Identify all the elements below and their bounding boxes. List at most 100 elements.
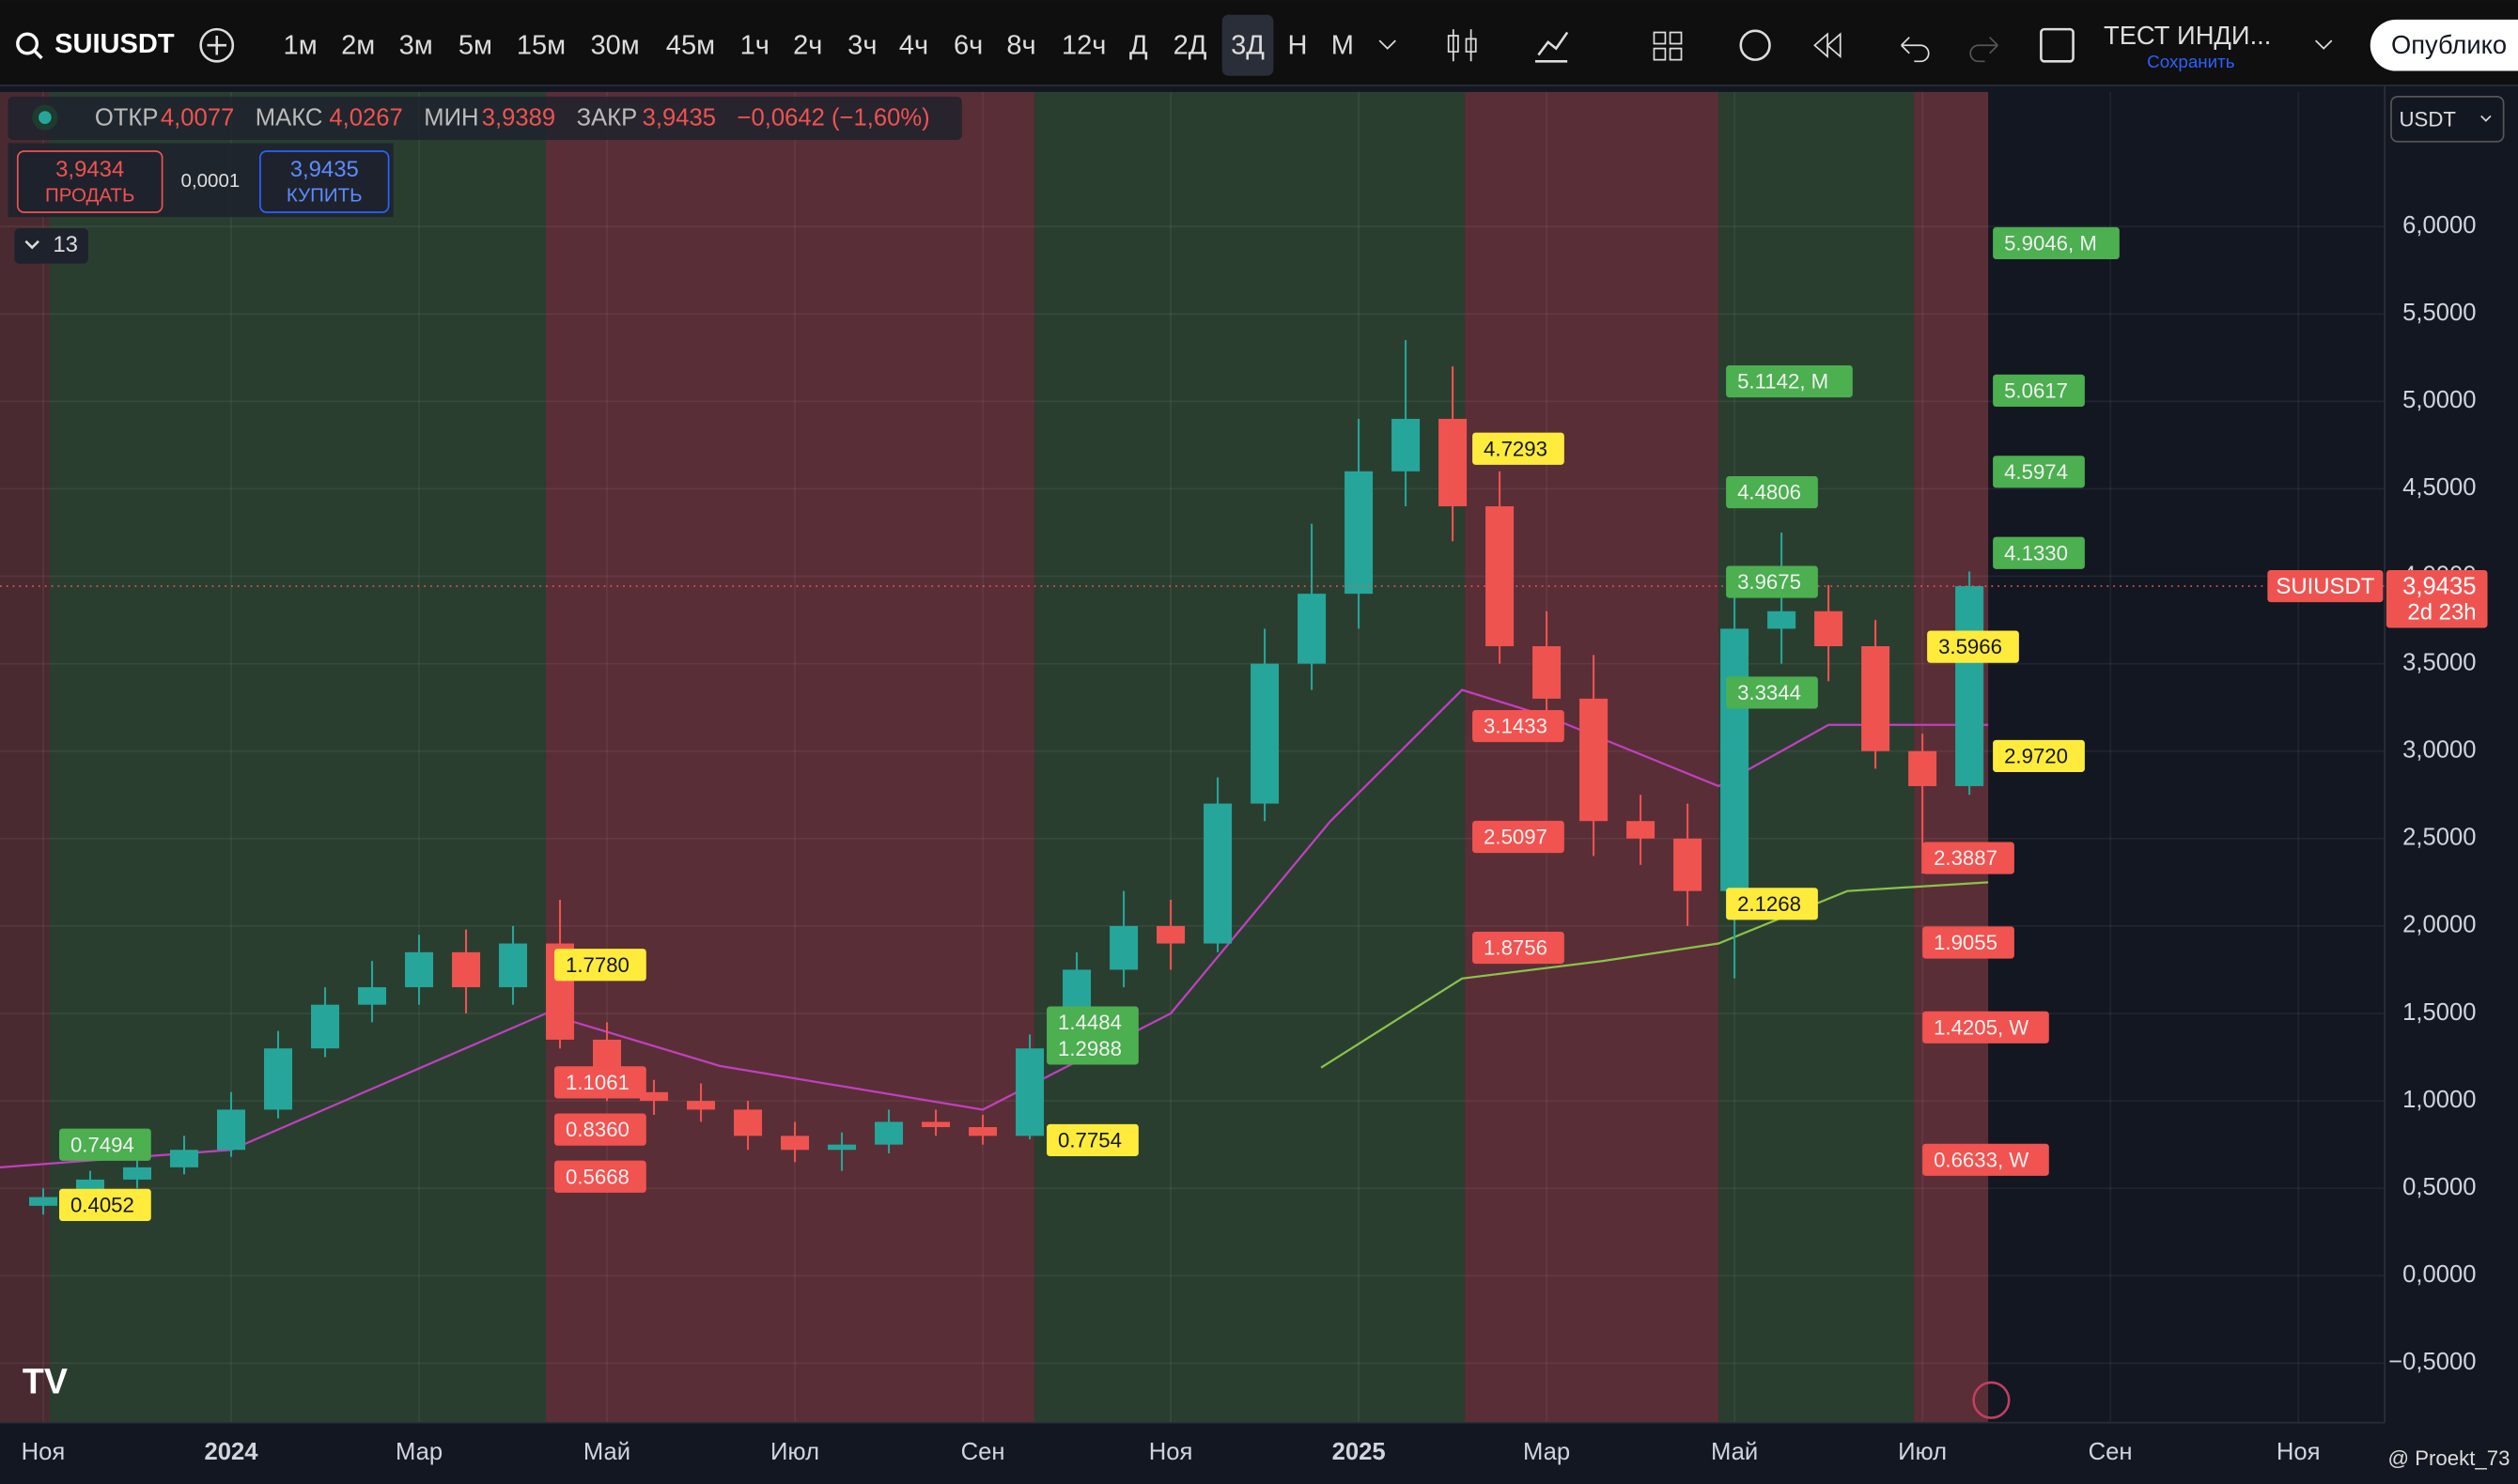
- indicators-count[interactable]: 13: [53, 232, 78, 257]
- timeframe[interactable]: М: [1331, 31, 1354, 61]
- level-label: 4.1330: [2004, 541, 2068, 564]
- currency[interactable]: USDT: [2400, 107, 2457, 131]
- buy-label[interactable]: КУПИТЬ: [287, 184, 363, 206]
- candle-body: [1204, 803, 1233, 944]
- timeframe[interactable]: Д: [1129, 31, 1148, 61]
- redo-button[interactable]: [1969, 37, 1998, 63]
- candle-body: [358, 987, 387, 1005]
- sell-price[interactable]: 3,9434: [55, 157, 124, 182]
- replay-button[interactable]: [1813, 32, 1842, 59]
- ohlc-value: 3,9389: [482, 105, 555, 131]
- level-label-box: [1726, 676, 1818, 709]
- buy-button[interactable]: [259, 150, 390, 213]
- candle-body: [1251, 663, 1280, 804]
- x-tick-label: Сен: [961, 1439, 1005, 1465]
- level-label: 1.2988: [1058, 1037, 1122, 1060]
- buy-price[interactable]: 3,9435: [290, 157, 359, 182]
- candle-body: [123, 1167, 152, 1180]
- level-label-box: [59, 1128, 151, 1161]
- layout-icon[interactable]: [2040, 27, 2075, 63]
- candle-body: [1579, 698, 1609, 822]
- y-tick-label: 5,5000: [2402, 300, 2476, 326]
- level-label: 1.7780: [566, 953, 630, 977]
- currency-select[interactable]: [2390, 96, 2505, 143]
- publish-label[interactable]: Опублико: [2391, 30, 2507, 59]
- level-label-box: [1922, 1143, 2049, 1176]
- save-status[interactable]: Сохранить: [2147, 52, 2235, 71]
- x-tick-label: 2024: [205, 1439, 259, 1465]
- timeframe[interactable]: 2Д: [1174, 31, 1207, 61]
- timeframe[interactable]: 1ч: [740, 31, 769, 61]
- candle-body: [1016, 1048, 1045, 1136]
- level-label-box: [1472, 931, 1564, 965]
- level-label: 0.7754: [1058, 1128, 1122, 1152]
- search-icon[interactable]: [16, 32, 39, 55]
- level-label-box: [1726, 888, 1818, 920]
- undo-button[interactable]: [1901, 37, 1930, 63]
- level-label: 0.6633, W: [1934, 1148, 2028, 1171]
- layout-button[interactable]: [1653, 31, 1683, 61]
- add-symbol-button[interactable]: [199, 27, 235, 63]
- timeframe[interactable]: 45м: [666, 31, 715, 61]
- signal-region: [50, 91, 547, 1423]
- x-tick-label: Мар: [1523, 1439, 1570, 1465]
- sell-label[interactable]: ПРОДАТЬ: [45, 184, 134, 206]
- level-label: 1.8756: [1484, 936, 1547, 960]
- y-tick-label: 0,5000: [2402, 1174, 2476, 1200]
- moving-average: [1320, 881, 1989, 1069]
- timeframe[interactable]: 30м: [590, 31, 639, 61]
- level-label: 5.1142, M: [1737, 370, 1828, 394]
- timeframe[interactable]: 6ч: [954, 31, 983, 61]
- flash-icon[interactable]: [1972, 1381, 2011, 1419]
- signal-region: [0, 91, 51, 1423]
- timeframe[interactable]: 8ч: [1006, 31, 1035, 61]
- layout-name[interactable]: ТЕСТ ИНДИ...: [2104, 21, 2271, 50]
- level-label-box: [1927, 630, 2019, 663]
- level-label-box: [554, 949, 646, 982]
- spread: 0,0001: [181, 170, 241, 192]
- timeframe[interactable]: 2м: [341, 31, 375, 61]
- timeframe[interactable]: 5м: [459, 31, 492, 61]
- sell-button[interactable]: [16, 150, 163, 213]
- timeframe[interactable]: 3ч: [847, 31, 877, 61]
- timeframe[interactable]: 3м: [399, 31, 433, 61]
- indicators-button[interactable]: [1534, 31, 1569, 63]
- y-tick-label: 2,5000: [2402, 825, 2476, 851]
- timeframe[interactable]: 1м: [284, 31, 318, 61]
- x-tick-label: Мар: [396, 1439, 443, 1465]
- layout-menu[interactable]: [2315, 39, 2333, 50]
- legend-bar: [8, 96, 962, 141]
- timeframe[interactable]: 2ч: [793, 31, 822, 61]
- timeframe[interactable]: 12ч: [1062, 31, 1106, 61]
- alert-button[interactable]: [1739, 29, 1771, 61]
- candle-body: [1438, 418, 1468, 507]
- x-tick-label: Май: [583, 1439, 630, 1465]
- level-label: 1.4205, W: [1934, 1015, 2028, 1039]
- level-label: 4.7293: [1484, 437, 1547, 460]
- y-tick-label: 0,0000: [2402, 1261, 2476, 1288]
- level-label: 2.9720: [2004, 745, 2068, 768]
- y-tick-label: 2,0000: [2402, 912, 2476, 938]
- timeframe[interactable]: Н: [1288, 31, 1308, 61]
- candle-body: [1908, 750, 1937, 786]
- ohlc-value: 4,0267: [329, 105, 402, 131]
- level-label-box: [554, 1113, 646, 1146]
- level-label-box: [1726, 475, 1818, 509]
- status-dot: [39, 111, 52, 124]
- candle-body: [1532, 646, 1562, 699]
- level-label-box: [1726, 565, 1818, 598]
- timeframe[interactable]: 3Д: [1231, 31, 1265, 61]
- level-label-box: [1922, 1011, 2049, 1043]
- timeframe[interactable]: 15м: [517, 31, 566, 61]
- publish-button[interactable]: [2370, 19, 2518, 71]
- ohlc-label: МАКС: [256, 105, 323, 131]
- symbol[interactable]: SUIUSDT: [54, 29, 175, 59]
- level-label-box: [1993, 739, 2085, 773]
- candle-body: [29, 1197, 58, 1206]
- y-tick-label: 6,0000: [2402, 212, 2476, 239]
- indicators-toggle[interactable]: [14, 228, 89, 264]
- timeframe[interactable]: 4ч: [899, 31, 928, 61]
- chart-type-button[interactable]: [1447, 29, 1477, 62]
- level-label: 0.8360: [566, 1118, 630, 1141]
